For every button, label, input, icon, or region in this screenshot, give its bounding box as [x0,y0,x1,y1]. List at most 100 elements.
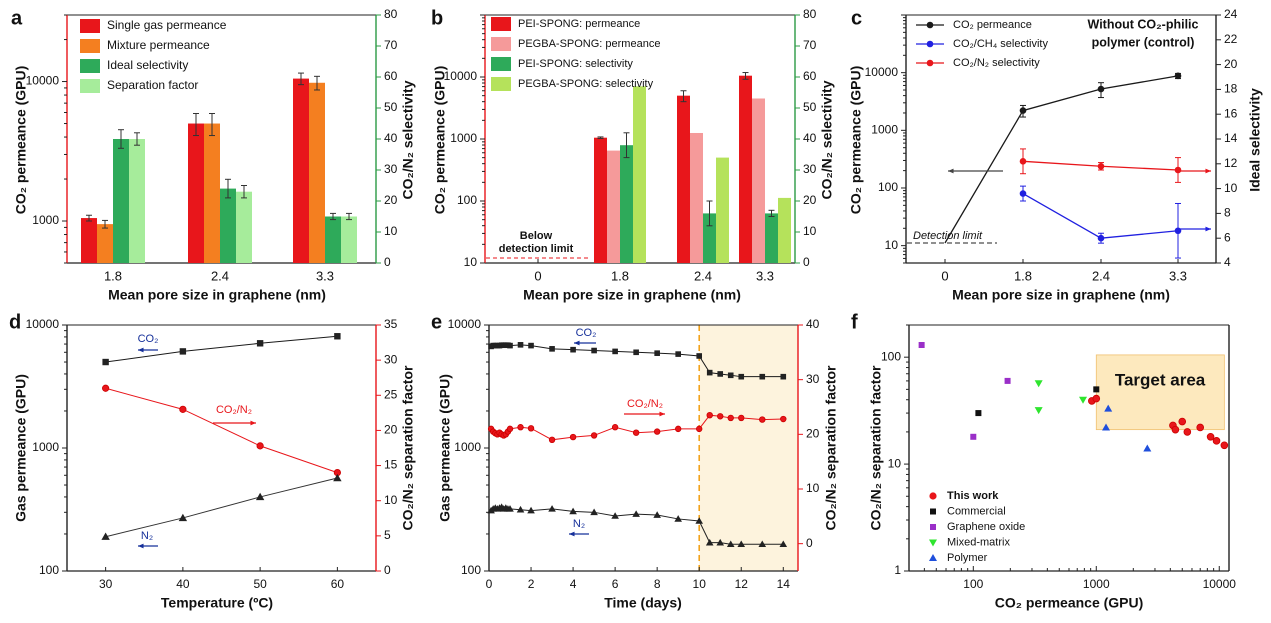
data-point [1097,234,1105,242]
bar [765,213,778,263]
y-tick-label: 10000 [26,74,60,88]
x-tick-label: 3.3 [756,268,774,283]
data-point [101,532,110,540]
panel-label: e [431,311,442,333]
data-point [654,350,660,356]
legend-label: CO₂/CH₄ selectivity [953,38,1048,50]
data-point [633,349,639,356]
x-tick-label: 10000 [1203,577,1237,591]
data-point [1019,190,1027,197]
x-tick-label: 100 [963,577,983,591]
data-point [1206,433,1215,441]
bar [204,123,220,263]
x-tick-label: 3.3 [316,268,334,283]
x-tick-label: 0 [534,268,541,283]
x-tick-label: 10 [693,577,707,591]
x-axis-label: CO₂ permeance (GPU) [995,595,1144,611]
chart-title-line2: polymer (control) [1092,35,1195,49]
data-point [590,508,598,516]
data-point [706,369,713,376]
legend-label: This work [947,490,999,502]
data-point [1174,166,1182,174]
y2-tick-label: 80 [803,7,817,21]
legend-swatch [491,77,511,91]
y2-tick-label: 30 [384,352,398,366]
data-point [256,340,264,347]
annotation-co2-n2: CO₂/N₂ [627,398,663,410]
data-point [1092,394,1101,403]
bar [739,75,752,263]
data-point [256,442,264,450]
legend-label: Single gas permeance [107,18,227,32]
y2-tick-label: 25 [384,387,398,401]
data-point [1212,437,1221,445]
x-tick-label: 1.8 [104,268,122,283]
data-point [527,425,535,432]
data-point [590,432,598,439]
data-point [970,433,977,440]
data-point [1102,423,1111,431]
y2-tick-label: 10 [803,224,817,238]
data-point [507,342,513,349]
y2-tick-label: 60 [803,69,817,83]
x-tick-label: 0 [486,577,493,591]
series-line [105,387,338,474]
arrow-head [250,420,256,426]
x-tick-label: 40 [176,577,190,591]
data-point [591,347,597,354]
bar [620,145,633,263]
data-point [717,413,724,420]
data-point [918,342,925,349]
data-point [528,342,534,349]
data-point [975,410,982,417]
y2-tick-label: 50 [384,100,398,114]
data-point [727,372,734,379]
x-tick-label: 3.3 [1169,268,1187,283]
data-point [506,425,514,433]
data-point [1034,407,1043,415]
annotation-detection-limit: Below [520,230,553,242]
arrow-head [574,340,580,346]
data-point [696,353,703,359]
annotation-detection-limit: detection limit [499,243,574,255]
y-tick-label: 100 [461,563,481,577]
arrow-head [1205,226,1211,232]
x-tick-label: 1.8 [611,268,629,283]
y-tick-label: 100 [39,563,59,577]
data-point [726,540,735,548]
data-point [1174,72,1182,80]
data-point [1220,441,1229,450]
y-tick-label: 1000 [450,131,477,145]
y2-tick-label: 20 [803,193,817,207]
y2-tick-label: 22 [1224,32,1238,46]
data-point [675,351,681,357]
arrow-head [659,411,665,417]
arrow-head [1205,168,1211,174]
y-tick-label: 1000 [32,440,59,454]
bar [607,150,620,263]
legend-label: CO₂ permeance [953,19,1032,31]
data-point [548,505,556,512]
data-point [1171,425,1180,434]
data-point [1196,423,1205,432]
annotation-detection-limit: Detection limit [913,230,983,242]
legend-swatch [491,57,511,71]
bar [690,132,703,263]
data-point [780,373,787,380]
x-tick-label: 1000 [1083,577,1110,591]
y-tick-label: 1000 [32,213,59,227]
bar [703,213,716,263]
panel-f: Target area 1 10 100 100 1000 10000 This work Co… [868,324,1237,611]
data-point [716,538,725,546]
panel-label: a [11,7,23,29]
data-point [780,415,787,423]
data-point [611,424,619,431]
legend-label: Separation factor [107,78,198,92]
data-point [717,371,724,377]
bar [778,197,791,263]
data-point [1079,396,1088,404]
y2-tick-label: 5 [384,528,391,542]
data-point [1019,107,1027,114]
bar [129,139,145,263]
